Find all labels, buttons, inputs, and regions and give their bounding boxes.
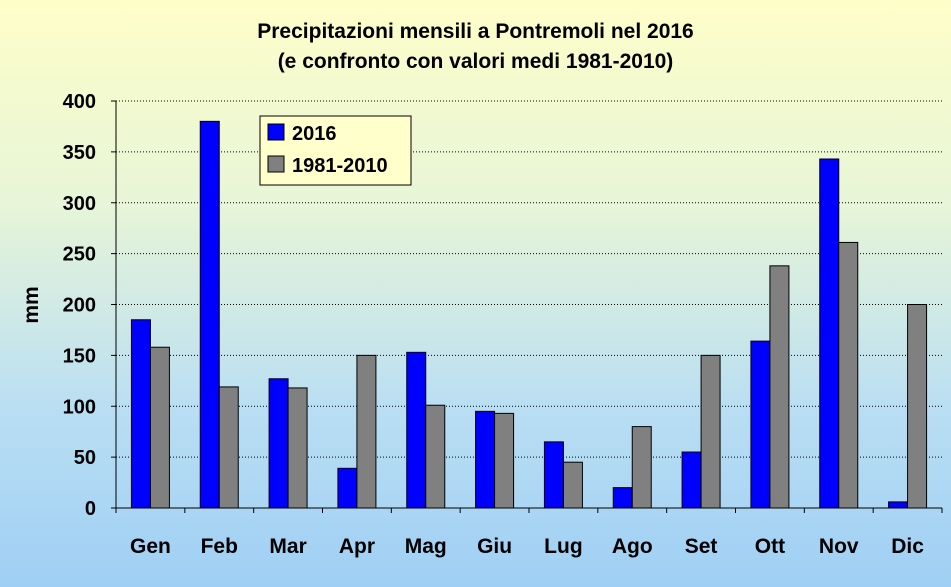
legend-swatch-2016 [267,123,285,141]
y-tick-label: 100 [63,396,96,418]
y-tick-label: 150 [63,345,96,367]
x-tick-label: Gen [130,535,171,558]
bar-1981-2010-Mag [425,404,446,509]
y-tick-label: 400 [63,91,96,113]
bar-1981-2010-Gen [149,346,170,509]
chart-title: Precipitazioni mensili a Pontremoli nel … [257,20,694,43]
y-tick-label: 200 [63,295,96,317]
x-tick-label: Feb [201,535,238,558]
bar-2016-Nov [819,158,840,509]
x-tick-label: Giu [477,535,512,558]
y-tick-label: 0 [85,498,96,520]
bar-1981-2010-Ott [769,265,790,509]
bar-1981-2010-Feb [218,386,239,509]
bar-1981-2010-Dic [907,304,928,509]
bar-1981-2010-Mar [287,387,308,509]
bar-1981-2010-Nov [838,241,859,509]
legend-box [259,115,412,186]
legend-label-2016: 2016 [292,123,337,145]
x-tick-label: Mag [405,535,447,558]
y-axis-label: mm [20,286,43,323]
x-tick-label: Lug [544,535,582,558]
bar-2016-Mar [268,378,289,509]
bar-1981-2010-Giu [494,412,515,509]
x-tick-label: Mar [269,535,306,558]
bar-1981-2010-Ago [631,426,652,509]
y-tick-label: 50 [74,447,96,469]
bar-2016-Giu [475,410,496,509]
bar-2016-Apr [337,467,358,509]
bar-2016-Ago [612,487,633,509]
chart-subtitle: (e confronto con valori medi 1981-2010) [277,50,674,73]
x-tick-label: Set [685,535,718,558]
bar-2016-Feb [199,120,220,509]
bar-2016-Mag [406,351,427,509]
bar-1981-2010-Lug [562,461,583,509]
x-tick-label: Ago [612,535,653,558]
x-tick-label: Apr [339,535,375,558]
bar-2016-Lug [543,441,564,509]
bar-2016-Dic [888,501,909,509]
bar-2016-Gen [130,319,151,509]
x-tick-label: Ott [755,535,785,558]
y-tick-label: 300 [63,193,96,215]
bar-1981-2010-Apr [356,354,377,509]
y-tick-label: 250 [63,244,96,266]
y-tick-label: 350 [63,142,96,164]
x-tick-label: Dic [891,535,924,558]
x-tick-label: Nov [819,535,859,558]
bar-2016-Set [681,451,702,509]
bar-1981-2010-Set [700,354,721,509]
bar-2016-Ott [750,340,771,509]
legend-label-1981-2010: 1981-2010 [292,155,388,177]
legend-swatch-1981-2010 [267,155,285,173]
